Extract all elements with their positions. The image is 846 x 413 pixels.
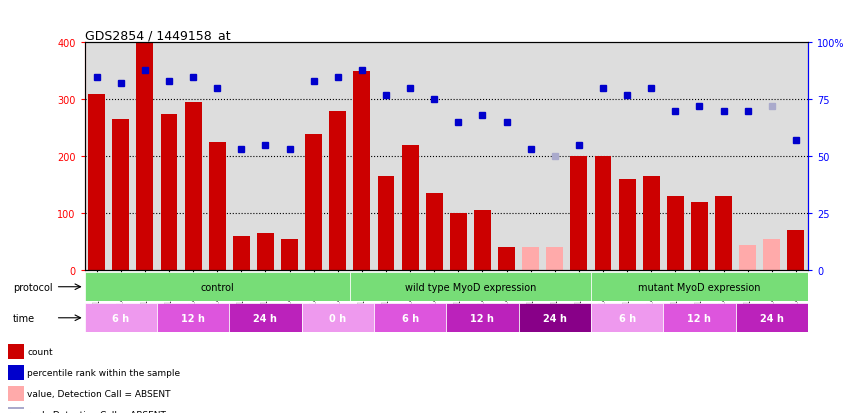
Bar [281, 239, 298, 271]
Bar [691, 202, 708, 271]
Text: 12 h: 12 h [688, 313, 711, 323]
Bar [136, 43, 153, 271]
Bar [8, 407, 24, 413]
Bar [184, 103, 201, 271]
Text: time: time [13, 313, 35, 323]
Text: 24 h: 24 h [760, 313, 783, 323]
Bar [763, 239, 780, 271]
Bar [329, 112, 346, 271]
Bar [450, 214, 467, 271]
Bar [735, 304, 808, 332]
Text: count: count [27, 347, 52, 356]
Bar [547, 248, 563, 271]
Bar [591, 304, 663, 332]
Bar [739, 245, 756, 271]
Bar [88, 95, 105, 271]
Bar [85, 304, 157, 332]
Bar [591, 273, 808, 301]
Text: 0 h: 0 h [329, 313, 346, 323]
Bar [113, 120, 129, 271]
Bar [374, 304, 446, 332]
Bar [229, 304, 301, 332]
Bar [426, 194, 442, 271]
Bar [519, 304, 591, 332]
Bar [447, 304, 519, 332]
Bar [8, 344, 24, 359]
Text: rank, Detection Call = ABSENT: rank, Detection Call = ABSENT [27, 410, 166, 413]
Bar [209, 143, 226, 271]
Bar [570, 157, 587, 271]
Bar [377, 177, 394, 271]
Bar [618, 180, 635, 271]
Bar [522, 248, 539, 271]
Text: GDS2854 / 1449158_at: GDS2854 / 1449158_at [85, 29, 230, 42]
Text: 12 h: 12 h [470, 313, 494, 323]
Text: 6 h: 6 h [113, 313, 129, 323]
Bar [349, 273, 591, 301]
Text: wild type MyoD expression: wild type MyoD expression [404, 282, 536, 292]
Text: 24 h: 24 h [543, 313, 567, 323]
Bar [85, 273, 349, 301]
Bar [157, 304, 229, 332]
Text: control: control [201, 282, 234, 292]
Bar [663, 304, 735, 332]
Bar [354, 72, 371, 271]
Text: 12 h: 12 h [181, 313, 205, 323]
Bar [715, 197, 732, 271]
Bar [402, 146, 419, 271]
Text: 6 h: 6 h [402, 313, 419, 323]
Bar [643, 177, 660, 271]
Bar [595, 157, 612, 271]
Bar [8, 365, 24, 380]
Bar [305, 134, 322, 271]
Text: 6 h: 6 h [618, 313, 635, 323]
Bar [8, 386, 24, 401]
Bar [257, 234, 274, 271]
Text: 24 h: 24 h [254, 313, 277, 323]
Bar [667, 197, 684, 271]
Bar [233, 236, 250, 271]
Bar [788, 231, 805, 271]
Text: mutant MyoD expression: mutant MyoD expression [638, 282, 761, 292]
Text: value, Detection Call = ABSENT: value, Detection Call = ABSENT [27, 389, 171, 398]
Text: protocol: protocol [13, 282, 52, 292]
Bar [161, 114, 178, 271]
Bar [498, 248, 515, 271]
Bar [474, 211, 491, 271]
Text: percentile rank within the sample: percentile rank within the sample [27, 368, 180, 377]
Bar [301, 304, 374, 332]
